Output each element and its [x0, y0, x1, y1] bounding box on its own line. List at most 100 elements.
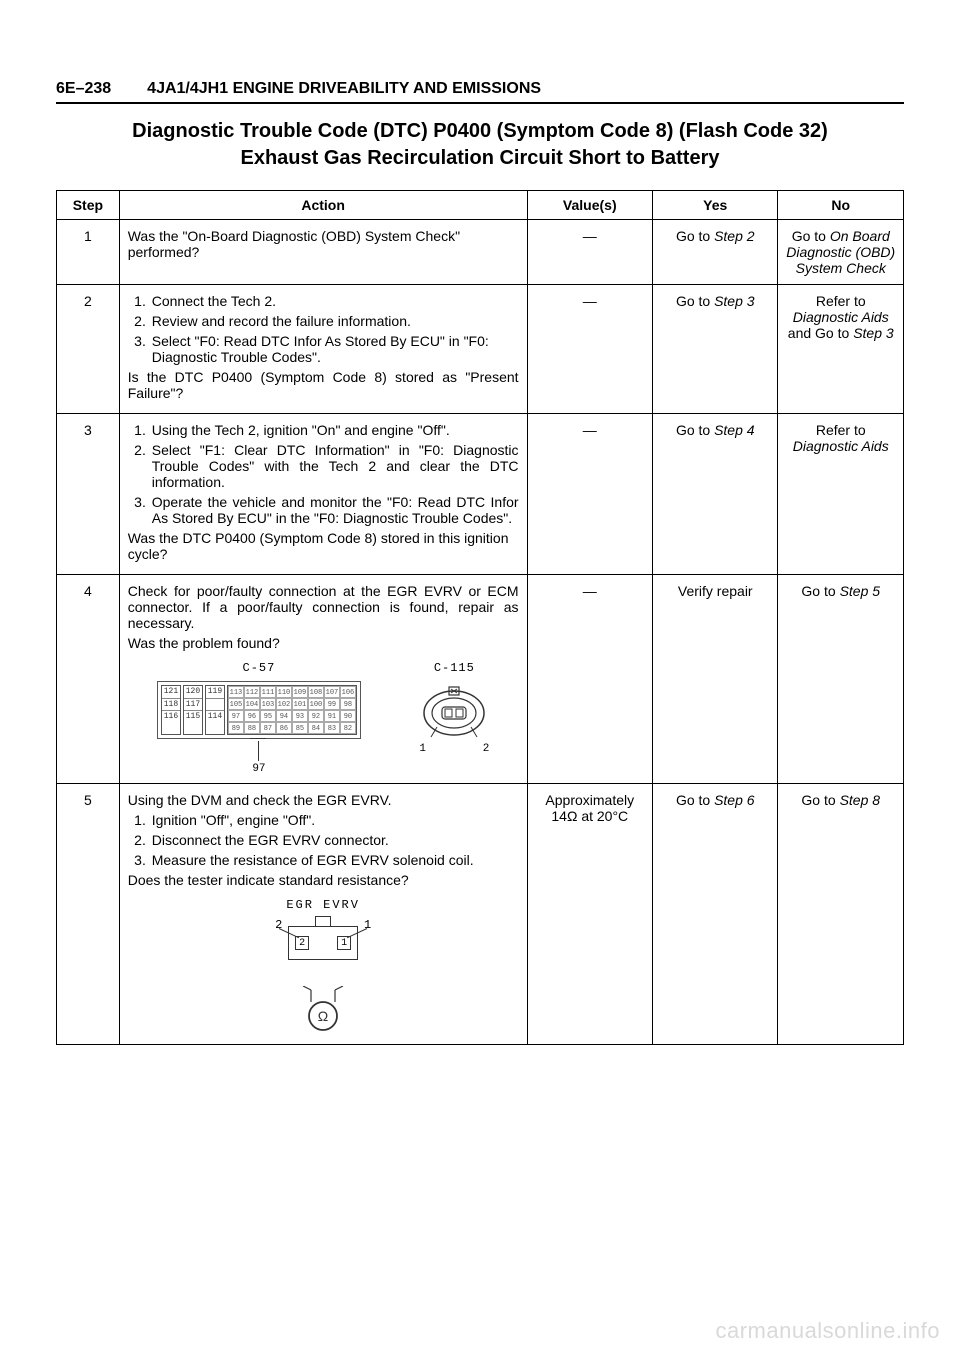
yes-cell: Go to Step 2: [653, 220, 778, 285]
no-cell: Refer to Diagnostic Aids: [778, 414, 904, 575]
no-link: Diagnostic Aids: [793, 309, 889, 325]
c57-cell: 84: [308, 722, 324, 734]
table-row: 1 Was the "On-Board Diagnostic (OBD) Sys…: [57, 220, 904, 285]
no-link: Step 5: [840, 583, 880, 599]
main-title: Diagnostic Trouble Code (DTC) P0400 (Sym…: [56, 118, 904, 172]
value-cell: —: [527, 285, 652, 414]
connector-diagram-row4: C-57 121 118 116 120: [128, 661, 519, 775]
action-q: Was the problem found?: [128, 635, 519, 651]
c57-cell: 95: [260, 710, 276, 722]
page-number: 6E–238: [56, 80, 111, 98]
c57-cell: 93: [292, 710, 308, 722]
step-num: 1: [57, 220, 120, 285]
col-no: No: [778, 191, 904, 220]
evrv-label: EGR EVRV: [286, 898, 360, 912]
c57-cell: 86: [276, 722, 292, 734]
value-l2: 14Ω at 20°C: [551, 808, 628, 824]
c57-block: 121 118 116 120 117 115: [157, 681, 361, 739]
action-cell: Using the DVM and check the EGR EVRV. Ig…: [119, 784, 527, 1045]
no-cell: Refer to Diagnostic Aids and Go to Step …: [778, 285, 904, 414]
no-cell: Go to Step 5: [778, 575, 904, 784]
step-num: 3: [57, 414, 120, 575]
c57-side-col: 121 118 116: [161, 685, 181, 735]
list-item: Select "F0: Read DTC Infor As Stored By …: [150, 333, 519, 365]
col-value: Value(s): [527, 191, 652, 220]
c57-cell: 103: [260, 698, 276, 710]
yes-cell: Go to Step 3: [653, 285, 778, 414]
col-step: Step: [57, 191, 120, 220]
no-pre: Go to: [801, 792, 839, 808]
c57-cell: 96: [244, 710, 260, 722]
table-row: 4 Check for poor/faulty connection at th…: [57, 575, 904, 784]
list-item: Select "F1: Clear DTC Information" in "F…: [150, 442, 519, 490]
step-num: 5: [57, 784, 120, 1045]
no-l1: Refer to: [816, 293, 866, 309]
evrv-pin-1: 1: [337, 936, 351, 950]
c57-cell: 82: [340, 722, 356, 734]
action-list: Connect the Tech 2. Review and record th…: [128, 293, 519, 365]
c115-icon: [419, 681, 489, 741]
c57-cell: 111: [260, 686, 276, 698]
action-tail: Does the tester indicate standard resist…: [128, 872, 519, 888]
list-item: Connect the Tech 2.: [150, 293, 519, 309]
step-num: 4: [57, 575, 120, 784]
c57-cell: 110: [276, 686, 292, 698]
yes-cell: Verify repair: [653, 575, 778, 784]
action-lead: Using the DVM and check the EGR EVRV.: [128, 792, 519, 808]
no-l2: and Go to: [788, 325, 853, 341]
action-cell: Connect the Tech 2. Review and record th…: [119, 285, 527, 414]
yes-link: Step 4: [714, 422, 754, 438]
list-item: Disconnect the EGR EVRV connector.: [150, 832, 519, 848]
value-cell: —: [527, 414, 652, 575]
yes-pre: Go to: [676, 422, 714, 438]
action-cell: Using the Tech 2, ignition "On" and engi…: [119, 414, 527, 575]
action-list: Ignition "Off", engine "Off". Disconnect…: [128, 812, 519, 868]
c57-cell: 106: [340, 686, 356, 698]
col-action: Action: [119, 191, 527, 220]
c57-cell: 97: [228, 710, 244, 722]
c57-side-col: 119 114: [205, 685, 225, 735]
c57-cell: 88: [244, 722, 260, 734]
action-list: Using the Tech 2, ignition "On" and engi…: [128, 422, 519, 526]
c57-cell: 98: [340, 698, 356, 710]
c57-cell: 92: [308, 710, 324, 722]
watermark: carmanualsonline.info: [715, 1318, 940, 1344]
no-pre: Go to: [801, 583, 839, 599]
yes-pre: Go to: [676, 293, 714, 309]
yes-cell: Go to Step 6: [653, 784, 778, 1045]
table-row: 5 Using the DVM and check the EGR EVRV. …: [57, 784, 904, 1045]
action-tail: Is the DTC P0400 (Symptom Code 8) stored…: [128, 369, 519, 401]
c57-cell: 107: [324, 686, 340, 698]
c115-label: C-115: [434, 661, 475, 675]
c57-cell: 83: [324, 722, 340, 734]
value-cell: —: [527, 220, 652, 285]
evrv-connector-icon: 2 1 2 1: [253, 916, 393, 966]
c57-cell: 112: [244, 686, 260, 698]
no-pre: Go to: [792, 228, 830, 244]
page: 6E–238 4JA1/4JH1 ENGINE DRIVEABILITY AND…: [0, 0, 960, 1358]
c57-cell: 91: [324, 710, 340, 722]
no-link: Step 8: [840, 792, 880, 808]
action-cell: Check for poor/faulty connection at the …: [119, 575, 527, 784]
c115-pin-numbers: 1 2: [419, 743, 489, 755]
evrv-diagram: EGR EVRV 2 1 2 1: [128, 898, 519, 1036]
c57-cell: 108: [308, 686, 324, 698]
c57-cell: 89: [228, 722, 244, 734]
c57-cell: 100: [308, 698, 324, 710]
value-cell: Approximately 14Ω at 20°C: [527, 784, 652, 1045]
action-text: Was the "On-Board Diagnostic (OBD) Syste…: [128, 228, 519, 260]
no-cell: Go to On Board Diagnostic (OBD) System C…: [778, 220, 904, 285]
yes-link: Step 3: [714, 293, 754, 309]
connector-c57: C-57 121 118 116 120: [157, 661, 361, 775]
c57-cell: 94: [276, 710, 292, 722]
table-header-row: Step Action Value(s) Yes No: [57, 191, 904, 220]
yes-cell: Go to Step 4: [653, 414, 778, 575]
evrv-pin-2: 2: [295, 936, 309, 950]
svg-text:Ω: Ω: [318, 1008, 328, 1024]
list-item: Review and record the failure informatio…: [150, 313, 519, 329]
c57-pointer: [258, 741, 259, 761]
action-cell: Was the "On-Board Diagnostic (OBD) Syste…: [119, 220, 527, 285]
doc-title: 4JA1/4JH1 ENGINE DRIVEABILITY AND EMISSI…: [147, 80, 541, 98]
c57-cell: 99: [324, 698, 340, 710]
list-item: Operate the vehicle and monitor the "F0:…: [150, 494, 519, 526]
